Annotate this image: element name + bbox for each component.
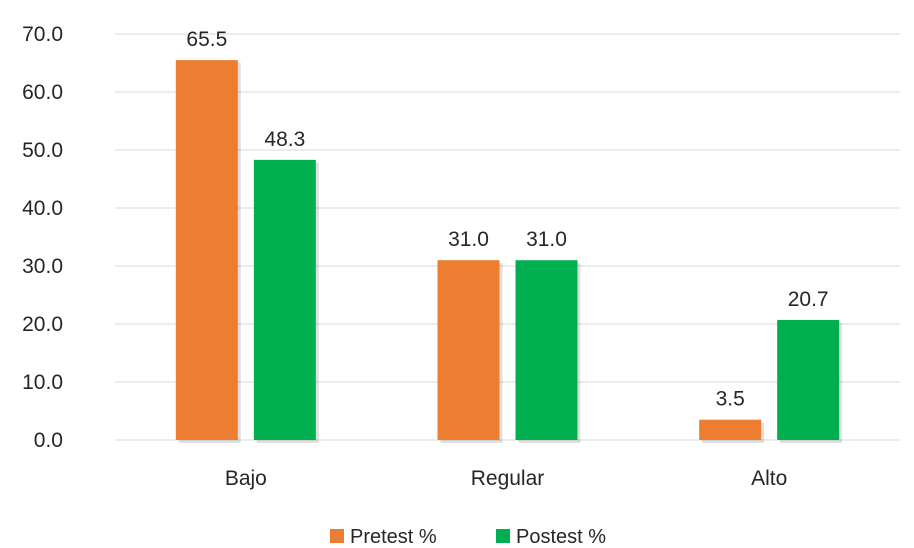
legend-label-pretest: Pretest % [350, 526, 437, 548]
bar-pretest-regular [437, 260, 500, 440]
bar-pretest-alto [699, 419, 762, 440]
y-tick-label: 40.0 [22, 197, 63, 220]
gridlines [115, 33, 900, 441]
x-axis-ticks: Bajo Regular Alto [225, 467, 787, 490]
legend-swatch-pretest [330, 529, 344, 543]
y-tick-label: 50.0 [22, 139, 63, 162]
y-tick-label: 60.0 [22, 81, 63, 104]
bar-postest-regular [515, 260, 578, 440]
legend: Pretest % Postest % [330, 526, 606, 548]
data-label: 20.7 [788, 288, 829, 311]
y-tick-label: 30.0 [22, 255, 63, 278]
x-tick-label: Alto [751, 467, 787, 490]
data-label: 31.0 [526, 228, 567, 251]
x-tick-label: Bajo [225, 467, 267, 490]
data-label: 3.5 [716, 388, 745, 411]
data-label: 31.0 [448, 228, 489, 251]
y-tick-label: 70.0 [22, 23, 63, 46]
bar-postest-bajo [253, 159, 316, 441]
legend-label-postest: Postest % [516, 526, 606, 548]
data-label: 65.5 [186, 28, 227, 51]
y-axis-ticks: 0.0 10.0 20.0 30.0 40.0 50.0 60.0 70.0 [22, 23, 63, 452]
bars [175, 60, 843, 444]
y-tick-label: 20.0 [22, 313, 63, 336]
bar-pretest-bajo [175, 60, 238, 440]
bar-postest-alto [777, 319, 840, 440]
data-label: 48.3 [264, 128, 305, 151]
x-tick-label: Regular [471, 467, 545, 490]
legend-swatch-postest [496, 529, 510, 543]
data-labels: 65.5 48.3 31.0 31.0 3.5 20.7 [186, 28, 828, 411]
y-tick-label: 10.0 [22, 371, 63, 394]
y-tick-label: 0.0 [34, 429, 63, 452]
